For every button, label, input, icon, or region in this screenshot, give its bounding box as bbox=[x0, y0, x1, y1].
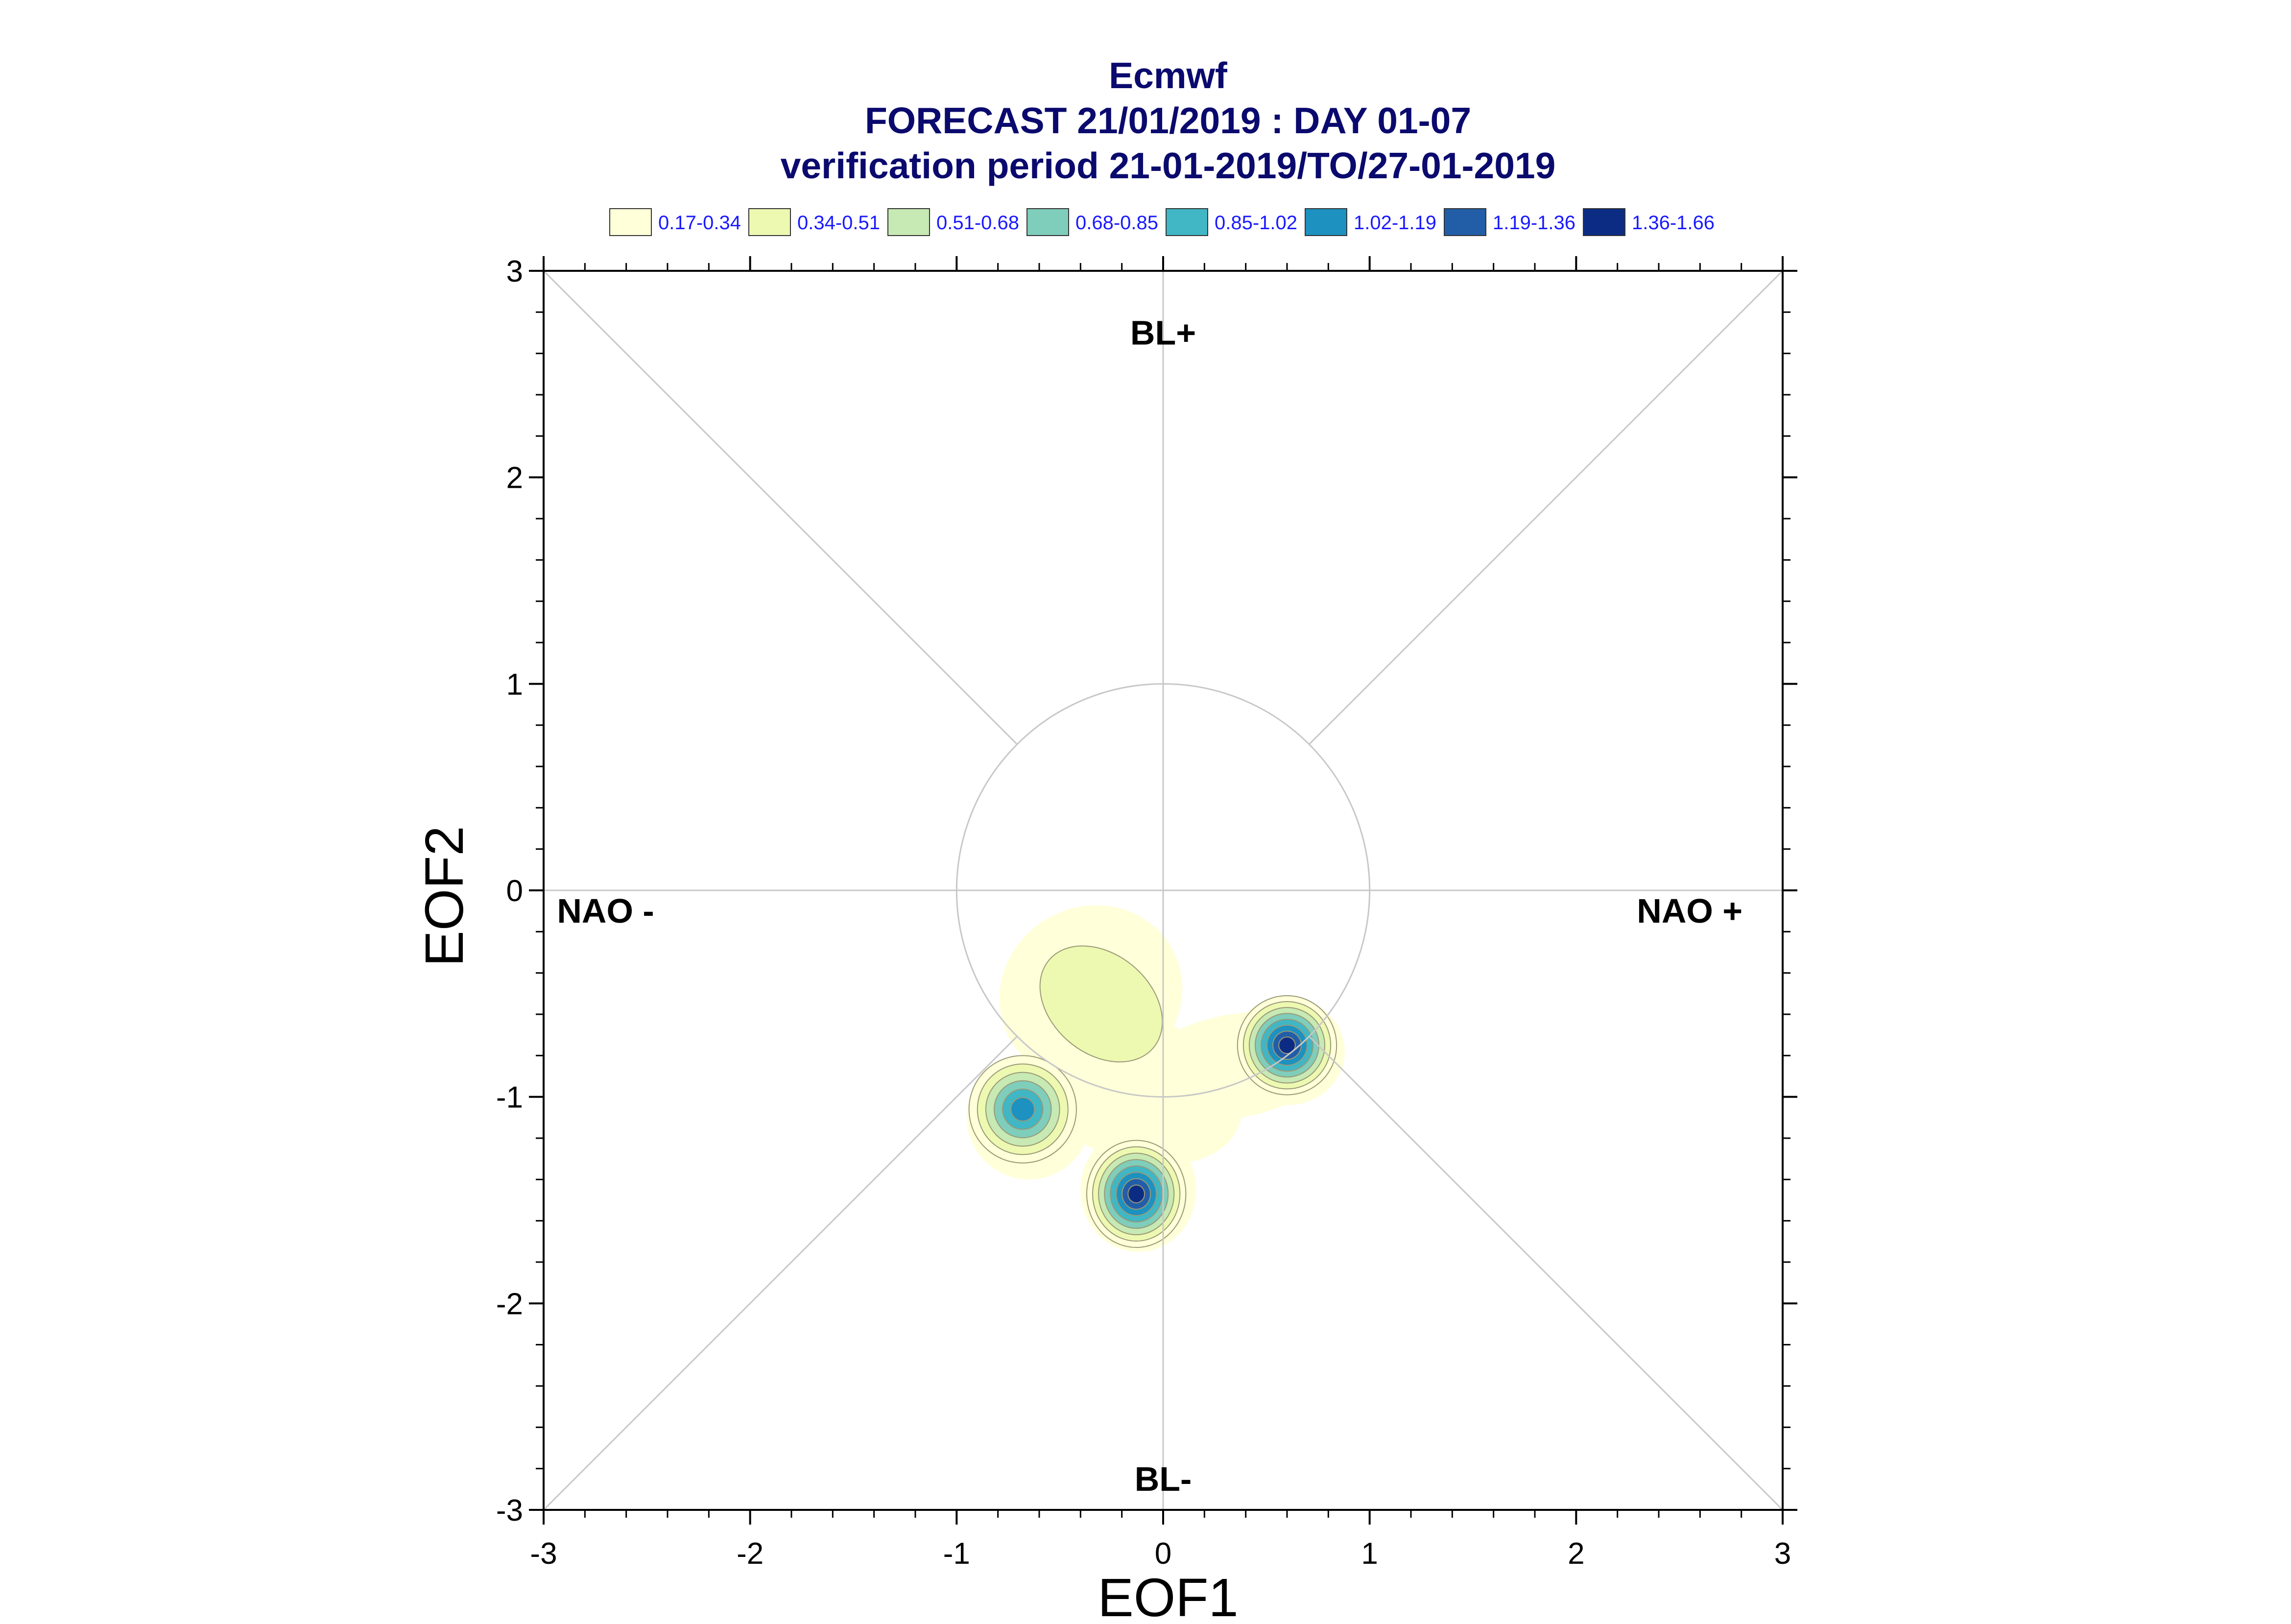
y-tick-label: 3 bbox=[506, 255, 523, 288]
diagonal-guide bbox=[543, 1036, 1018, 1511]
legend-swatch bbox=[1026, 208, 1069, 236]
y-axis-title: EOF2 bbox=[414, 826, 475, 966]
diagonal-guide bbox=[1309, 270, 1784, 745]
guide-lines bbox=[543, 270, 1784, 1511]
y-tick-label: 0 bbox=[506, 874, 523, 908]
legend-swatch bbox=[887, 208, 930, 236]
regime-label: BL+ bbox=[1130, 314, 1196, 352]
x-tick-label: -2 bbox=[737, 1537, 764, 1571]
regime-label: NAO + bbox=[1637, 892, 1742, 930]
y-tick-label: 1 bbox=[506, 668, 523, 701]
density-contour bbox=[1278, 1036, 1296, 1054]
legend-label: 0.51-0.68 bbox=[936, 212, 1019, 234]
legend-label: 1.02-1.19 bbox=[1354, 212, 1436, 234]
density-peak bbox=[968, 1055, 1077, 1164]
legend-label: 0.34-0.51 bbox=[797, 212, 880, 234]
x-tick-label: 0 bbox=[1155, 1537, 1171, 1571]
y-tick-label: 2 bbox=[506, 461, 523, 495]
density-contour bbox=[1039, 945, 1163, 1063]
x-tick-label: -3 bbox=[530, 1537, 557, 1571]
regime-label: BL- bbox=[1135, 1460, 1192, 1498]
regime-labels: BL+ BL- NAO - NAO + bbox=[557, 314, 1742, 1498]
x-tick-label: 2 bbox=[1568, 1537, 1584, 1571]
density-contours bbox=[967, 905, 1345, 1252]
legend-swatch bbox=[1583, 208, 1625, 236]
chart-title-group: Ecmwf FORECAST 21/01/2019 : DAY 01-07 ve… bbox=[781, 55, 1556, 186]
x-tick-label: 1 bbox=[1361, 1537, 1378, 1571]
legend-label: 0.68-0.85 bbox=[1075, 212, 1158, 234]
legend-swatch bbox=[748, 208, 791, 236]
legend-swatch bbox=[1166, 208, 1208, 236]
regime-label: NAO - bbox=[557, 892, 654, 930]
legend-label: 1.36-1.66 bbox=[1632, 212, 1715, 234]
x-tick-label: 3 bbox=[1774, 1537, 1791, 1571]
y-tick-label: -2 bbox=[496, 1287, 523, 1321]
reference-circle bbox=[955, 683, 1371, 1098]
legend-label: 0.17-0.34 bbox=[658, 212, 741, 234]
axis-ticks: -3 -2 -1 0 1 2 3 -3 -2 -1 0 1 2 3 bbox=[496, 255, 1797, 1571]
y-tick-label: -1 bbox=[496, 1081, 523, 1115]
legend-swatch bbox=[1305, 208, 1347, 236]
y-tick-label: -3 bbox=[496, 1494, 523, 1528]
legend-label: 0.85-1.02 bbox=[1215, 212, 1297, 234]
density-peak bbox=[1086, 1140, 1187, 1248]
diagonal-guide bbox=[543, 270, 1018, 745]
x-tick-label: -1 bbox=[943, 1537, 970, 1571]
chart-subtitle-2: verification period 21-01-2019/TO/27-01-… bbox=[781, 145, 1556, 186]
chart-title: Ecmwf bbox=[1109, 55, 1228, 96]
legend: 0.17-0.34 0.34-0.51 0.51-0.68 0.68-0.85 0.85… bbox=[609, 208, 1715, 236]
density-peak bbox=[1237, 995, 1337, 1096]
chart-subtitle-1: FORECAST 21/01/2019 : DAY 01-07 bbox=[865, 100, 1471, 141]
legend-swatch bbox=[609, 208, 652, 236]
legend-label: 1.19-1.36 bbox=[1493, 212, 1575, 234]
diagonal-guide bbox=[1309, 1036, 1784, 1511]
x-axis-title: EOF1 bbox=[1098, 1568, 1238, 1622]
density-contour bbox=[1127, 1184, 1146, 1204]
legend-swatch bbox=[1444, 208, 1486, 236]
density-contour bbox=[1010, 1097, 1035, 1122]
